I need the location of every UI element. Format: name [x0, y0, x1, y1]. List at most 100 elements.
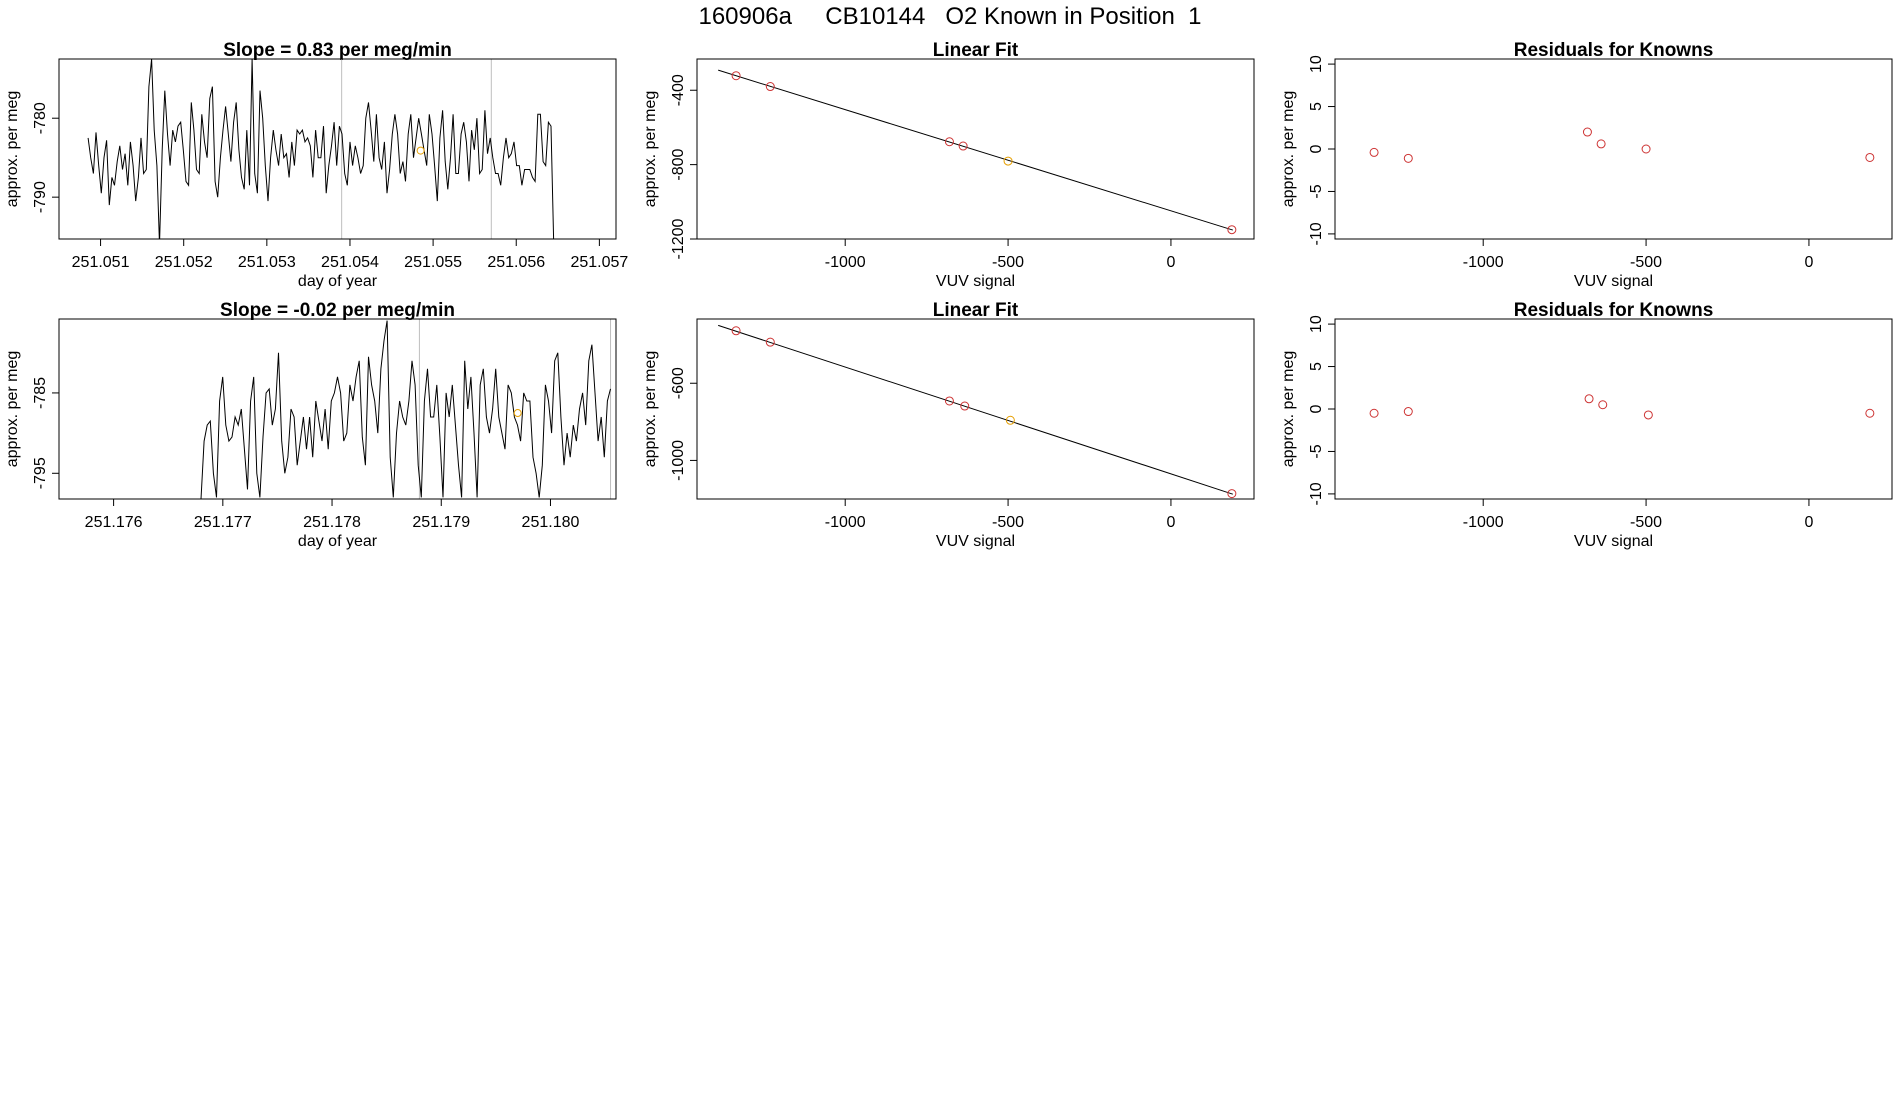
fit-line [718, 324, 1233, 495]
y-tick-label: 10 [1308, 315, 1325, 333]
y-tick-label: 5 [1308, 362, 1325, 371]
x-tick-label: 251.051 [72, 254, 130, 271]
plot-frame [696, 58, 1255, 240]
panel-fit1: Linear Fit -1000 -500 0 VUV signal -1200 -800 -… [642, 40, 1255, 290]
plot-frame [1334, 58, 1893, 240]
x-tick-label: 0 [1166, 254, 1175, 271]
x-tick-label: -500 [1630, 254, 1662, 271]
x-tick-label: -500 [992, 254, 1024, 271]
series-line [87, 59, 555, 239]
y-tick-label: -795 [32, 457, 49, 489]
plot-frame [1334, 318, 1893, 500]
x-tick-label: 251.055 [404, 254, 462, 271]
y-axis-label: approx. per meg [1280, 351, 1297, 468]
known-point [1403, 153, 1413, 163]
y-tick-label: 0 [1308, 404, 1325, 413]
y-tick-label: -10 [1308, 222, 1325, 245]
x-tick-label: 251.179 [412, 514, 470, 531]
known-point [765, 337, 775, 347]
known-point [1865, 408, 1875, 418]
x-tick-label: -500 [1630, 514, 1662, 531]
x-tick-label: 251.176 [85, 514, 143, 531]
plot-area [200, 319, 612, 499]
x-axis-label: day of year [298, 533, 378, 550]
known-point [944, 137, 954, 147]
sample-point [1003, 156, 1013, 166]
plot-area [718, 324, 1237, 499]
known-point [1369, 147, 1379, 157]
y-axis-label: approx. per meg [642, 91, 659, 208]
plot-frame [58, 318, 617, 500]
x-tick-label: 251.178 [303, 514, 361, 531]
x-tick-label: 251.054 [321, 254, 379, 271]
y-tick-label: -780 [32, 102, 49, 134]
y-tick-label: 10 [1308, 55, 1325, 73]
panel-res2: Residuals for Knowns -1000 -500 0 VUV signal… [1280, 300, 1893, 550]
y-tick-label: -10 [1308, 482, 1325, 505]
known-point [1865, 152, 1875, 162]
y-tick-label: -1000 [670, 440, 687, 481]
x-tick-label: 251.177 [194, 514, 252, 531]
sample-point [1005, 415, 1015, 425]
y-tick-label: -5 [1308, 184, 1325, 198]
known-point [765, 82, 775, 92]
panel-ts2: Slope = -0.02 per meg/min 251.176 251.177 2… [4, 300, 617, 550]
panel-title: Residuals for Knowns [1514, 300, 1714, 321]
x-tick-label: 251.180 [522, 514, 580, 531]
known-point [1643, 410, 1653, 420]
plot-frame [696, 318, 1255, 500]
known-point [1227, 489, 1237, 499]
plot-frame [58, 58, 617, 240]
x-axis-label: VUV signal [936, 273, 1015, 290]
known-point [1598, 400, 1608, 410]
y-tick-label: -790 [32, 181, 49, 213]
fit-line [718, 69, 1233, 231]
sample-marker [513, 409, 522, 418]
panel-title: Slope = -0.02 per meg/min [220, 300, 455, 321]
x-tick-label: -1000 [1463, 254, 1504, 271]
x-tick-label: 251.057 [570, 254, 628, 271]
x-tick-label: 251.056 [487, 254, 545, 271]
x-tick-label: -1000 [825, 514, 866, 531]
known-point [1596, 139, 1606, 149]
known-point [1369, 408, 1379, 418]
known-point [731, 71, 741, 81]
sample-marker [416, 146, 425, 155]
panel-res1: Residuals for Knowns -1000 -500 0 VUV signal… [1280, 40, 1893, 290]
x-tick-label: -1000 [1463, 514, 1504, 531]
x-axis-label: VUV signal [1574, 273, 1653, 290]
y-axis-label: approx. per meg [642, 351, 659, 468]
y-tick-label: -400 [670, 74, 687, 106]
panel-title: Linear Fit [933, 300, 1019, 321]
y-tick-label: -800 [670, 149, 687, 181]
y-tick-label: 5 [1308, 102, 1325, 111]
panel-title: Residuals for Knowns [1514, 40, 1714, 61]
panel-title: Slope = 0.83 per meg/min [223, 40, 452, 61]
known-point [1641, 144, 1651, 154]
x-tick-label: 0 [1804, 514, 1813, 531]
x-axis-label: day of year [298, 273, 378, 290]
plot-area [718, 69, 1237, 235]
panel-title: Linear Fit [933, 40, 1019, 61]
plot-area [87, 59, 555, 239]
y-axis-label: approx. per meg [4, 91, 21, 208]
page-title: 160906a CB10144 O2 Known in Position 1 [698, 3, 1202, 30]
x-axis-label: VUV signal [936, 533, 1015, 550]
known-point [1403, 407, 1413, 417]
y-tick-label: -5 [1308, 444, 1325, 458]
y-axis-label: approx. per meg [4, 351, 21, 468]
known-point [1584, 394, 1594, 404]
panel-ts1: Slope = 0.83 per meg/min 251.051 251.052 25… [4, 40, 628, 290]
known-point [960, 401, 970, 411]
known-point [958, 141, 968, 151]
known-point [731, 326, 741, 336]
y-tick-label: -785 [32, 377, 49, 409]
y-tick-label: -1200 [670, 218, 687, 259]
x-tick-label: 0 [1166, 514, 1175, 531]
x-tick-label: 251.053 [238, 254, 296, 271]
y-tick-label: 0 [1308, 144, 1325, 153]
known-point [944, 396, 954, 406]
x-tick-label: 0 [1804, 254, 1813, 271]
plot-area [1369, 127, 1875, 163]
